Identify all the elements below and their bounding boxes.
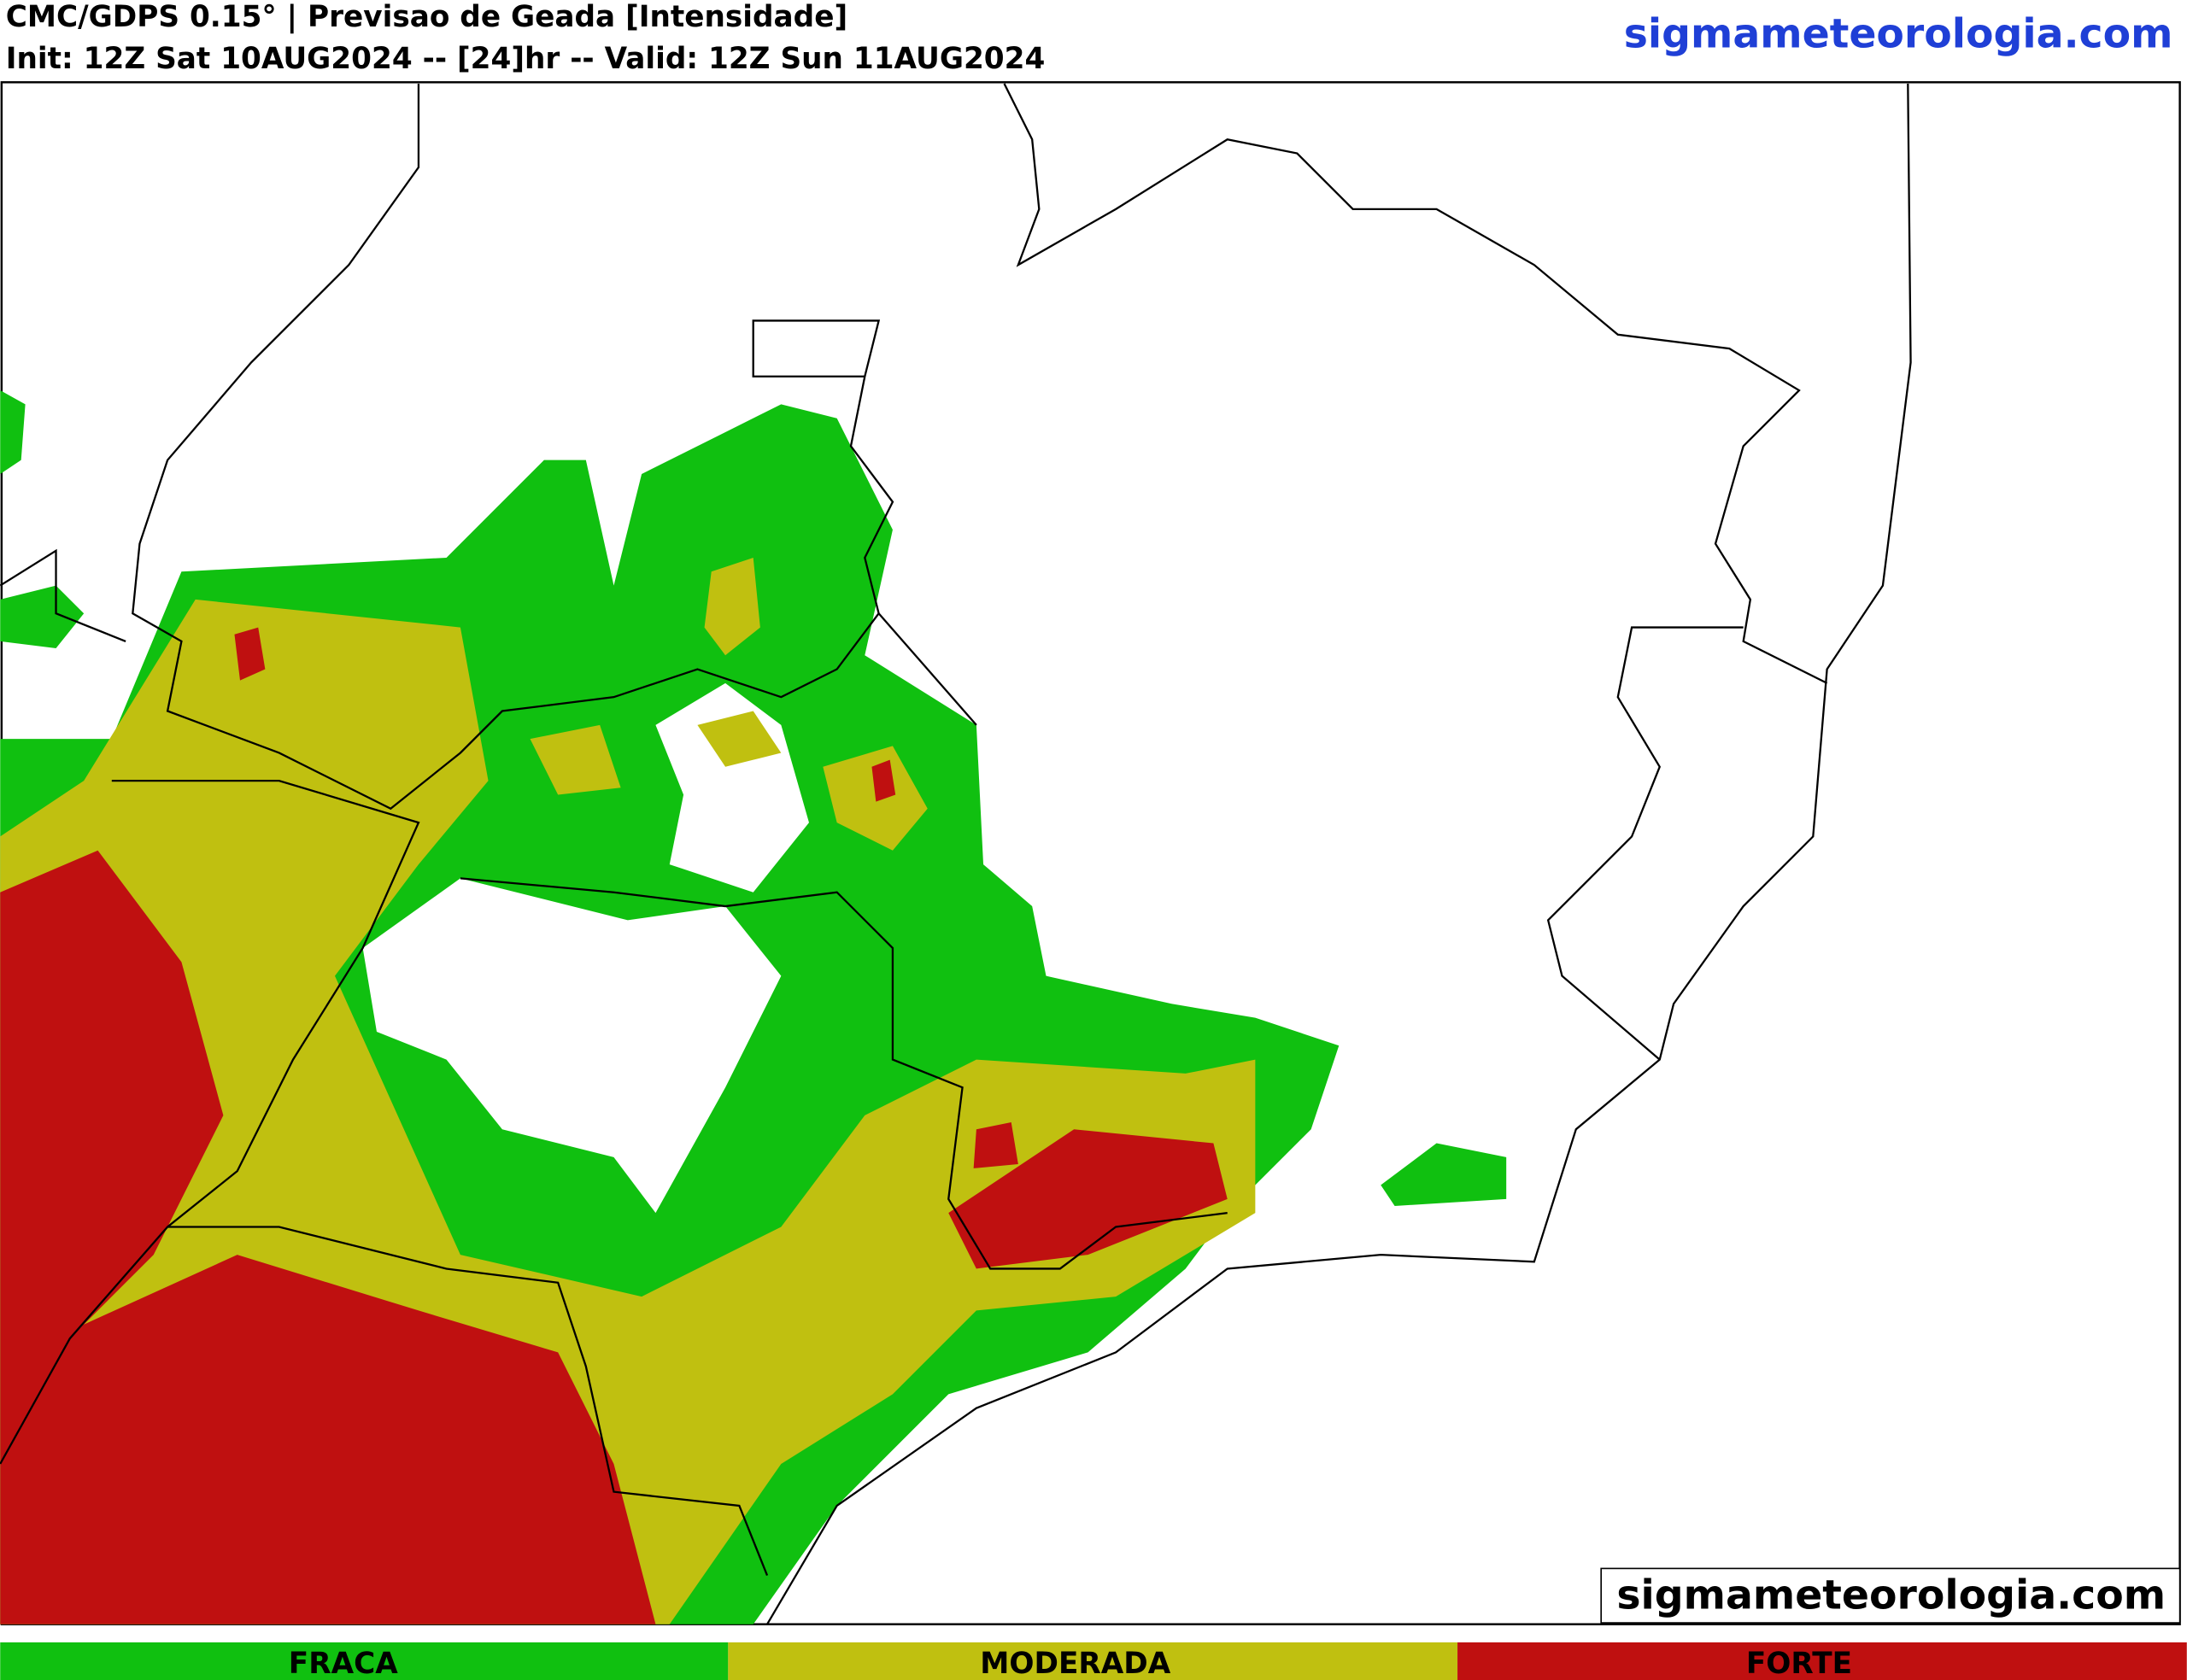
legend-swatch [0, 1642, 729, 1680]
no-frost [349, 682, 809, 1276]
legend-label: FRACA [289, 1647, 398, 1680]
subtitle: Init: 12Z Sat 10AUG2024 -- [24]hr -- Val… [6, 42, 1046, 76]
legend-label: MODERADA [980, 1647, 1170, 1680]
watermark-box [1600, 1567, 2181, 1624]
state-borders [0, 83, 1828, 1576]
coastline [766, 83, 1912, 1625]
legend-swatch [1457, 1642, 2187, 1680]
legend-label: FORTE [1746, 1647, 1852, 1680]
legend-swatch [728, 1642, 1458, 1680]
title: CMC/GDPS 0.15° | Previsao de Geada [Inte… [6, 0, 847, 34]
site-link: sigmameteorologia.com [1624, 11, 2173, 58]
watermark: sigmameteorologia.com [1616, 1572, 2166, 1619]
frost-strong [0, 627, 1228, 1624]
legend: FRACA MODERADA FORTE [0, 1642, 2187, 1680]
map: sigmameteorologia.com [0, 81, 2181, 1625]
